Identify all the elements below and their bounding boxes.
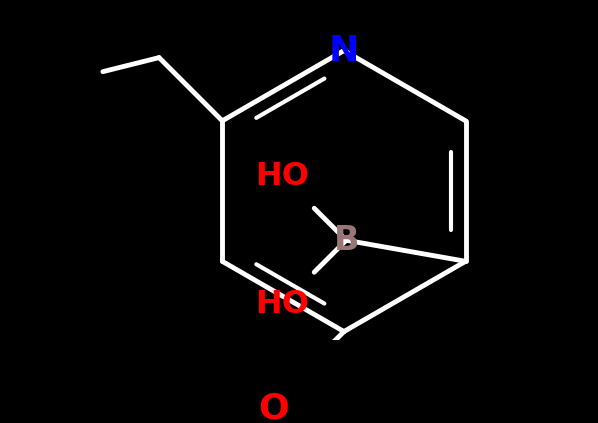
Text: HO: HO [255,288,309,320]
Text: O: O [258,392,289,423]
Text: N: N [329,33,359,68]
Text: B: B [334,224,359,257]
Text: HO: HO [255,161,309,192]
